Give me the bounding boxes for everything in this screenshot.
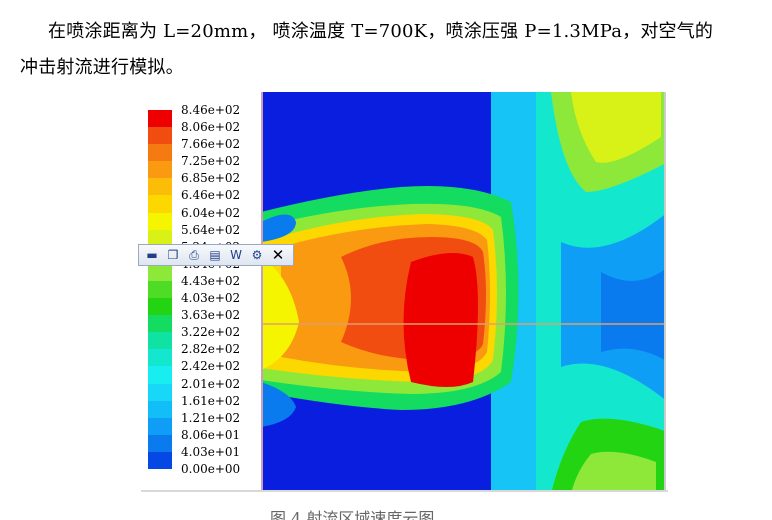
legend-label: 5.64e+02 (181, 222, 241, 237)
legend-swatch (148, 195, 172, 213)
chart-icon[interactable]: ▤ (209, 248, 221, 262)
legend-label: 2.82e+02 (181, 342, 241, 357)
legend-swatch (148, 280, 172, 299)
close-icon[interactable]: ✕ (271, 246, 285, 264)
legend-label: 2.42e+02 (181, 359, 241, 374)
legend-swatch (148, 229, 172, 247)
legend-label: 8.06e+01 (181, 427, 241, 442)
legend-swatch (148, 178, 172, 196)
legend-label: 4.43e+02 (181, 273, 241, 288)
save-icon[interactable]: ▬ (146, 248, 158, 262)
legend-label: 6.85e+02 (181, 171, 241, 186)
legend-swatch (148, 366, 172, 384)
copy-icon[interactable]: ❐ (167, 248, 179, 262)
legend-swatch (148, 127, 172, 145)
legend-label: 8.06e+02 (181, 120, 241, 135)
nozzle-upper-lip (261, 214, 296, 242)
legend-label: 4.03e+02 (181, 291, 241, 306)
legend-label: 8.46e+02 (181, 103, 241, 117)
legend-swatch (148, 400, 172, 418)
print-icon[interactable]: ⎙ (189, 247, 199, 262)
legend-label: 7.66e+02 (181, 137, 241, 152)
legend-label: 6.46e+02 (181, 188, 241, 203)
legend-swatch (148, 144, 172, 162)
legend-label: 3.22e+02 (181, 325, 241, 340)
legend-label: 1.21e+02 (181, 410, 241, 425)
legend-swatch (148, 161, 172, 179)
velocity-contour-plot (261, 92, 666, 492)
legend-labels: 8.46e+02 8.06e+02 7.66e+02 7.25e+02 6.85e+02… (181, 102, 240, 478)
legend-label: 7.25e+02 (181, 154, 241, 169)
lower-light-green (571, 451, 656, 492)
legend-swatch (148, 298, 172, 316)
nozzle-exit-yellow (261, 257, 299, 370)
upper-yellow (571, 92, 661, 163)
legend-swatch (148, 263, 172, 281)
contour-figure: 8.46e+02 8.06e+02 7.66e+02 7.25e+02 6.85e+02… (141, 92, 668, 494)
legend-label: 1.61e+02 (181, 393, 241, 408)
legend-label: 2.01e+02 (181, 376, 241, 391)
legend-swatch (148, 110, 172, 128)
legend-swatch (148, 417, 172, 435)
legend-swatch (148, 349, 172, 367)
floating-toolbar[interactable]: ▬ ❐ ⎙ ▤ W ⚙ ✕ (138, 244, 294, 266)
legend-swatch (148, 315, 172, 333)
word-icon[interactable]: W (230, 248, 242, 262)
jet-core (403, 253, 478, 387)
legend-swatch (148, 434, 172, 452)
figure-caption: 图 4 射流区域速度云图 (270, 509, 435, 520)
figure-bottom-rule (141, 490, 668, 492)
legend-swatch (148, 451, 172, 469)
legend-swatches (148, 110, 172, 469)
legend-swatch (148, 212, 172, 230)
legend-label: 0.00e+00 (181, 461, 241, 476)
legend-swatch (148, 383, 172, 401)
paragraph-line-2: 冲击射流进行模拟。 (20, 57, 184, 78)
settings-icon[interactable]: ⚙ (251, 248, 263, 262)
legend-label: 3.63e+02 (181, 308, 241, 323)
body-paragraph: 在喷涂距离为 L=20mm， 喷涂温度 T=700K，喷涂压强 P=1.3MPa… (20, 14, 740, 86)
right-deep-blue (601, 269, 665, 361)
legend-swatch (148, 332, 172, 350)
color-legend: 8.46e+02 8.06e+02 7.66e+02 7.25e+02 6.85e+02… (141, 92, 261, 492)
nozzle-lower-lip (261, 382, 296, 427)
legend-label: 6.04e+02 (181, 205, 241, 220)
legend-label: 4.03e+01 (181, 444, 241, 459)
paragraph-line-1: 在喷涂距离为 L=20mm， 喷涂温度 T=700K，喷涂压强 P=1.3MPa… (48, 21, 714, 42)
